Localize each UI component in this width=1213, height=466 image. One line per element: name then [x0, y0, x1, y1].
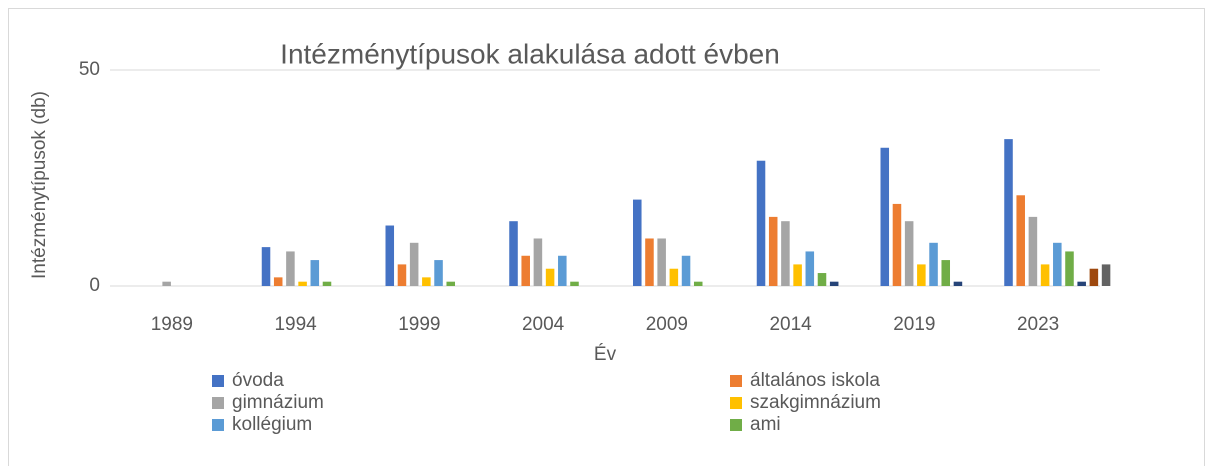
- bar: [570, 281, 579, 286]
- bar: [1089, 268, 1099, 286]
- bar: [693, 281, 703, 286]
- bar: [434, 260, 443, 286]
- x-tick-label: 2019: [893, 314, 935, 335]
- bar: [781, 221, 790, 286]
- bar: [397, 264, 407, 286]
- bar: [310, 260, 320, 286]
- bar: [917, 264, 926, 286]
- bar: [322, 281, 332, 286]
- bar: [1040, 264, 1050, 286]
- x-tick-label: 2023: [1017, 314, 1059, 335]
- y-tick-label: 50: [79, 59, 100, 80]
- legend-swatch: [730, 419, 742, 431]
- bar: [929, 242, 938, 286]
- x-tick-label: 1994: [274, 314, 317, 335]
- bar: [1016, 195, 1025, 286]
- bar: [409, 242, 419, 286]
- x-tick-label: 2004: [522, 314, 565, 335]
- bar: [793, 264, 802, 286]
- x-tick-label: 2009: [646, 314, 688, 335]
- bar: [657, 238, 666, 286]
- legend-label: kollégium: [232, 414, 312, 435]
- bar: [892, 203, 902, 286]
- legend-swatch: [212, 397, 224, 409]
- bar: [286, 251, 295, 286]
- bar: [1028, 216, 1038, 286]
- legend-swatch: [212, 375, 224, 387]
- legend-label: általános iskola: [750, 370, 880, 391]
- bar: [446, 281, 456, 286]
- x-axis-title: Év: [594, 344, 617, 365]
- bar: [1065, 251, 1074, 286]
- y-axis-title: Intézménytípusok (db): [29, 91, 50, 279]
- bar: [817, 273, 827, 286]
- legend-swatch: [730, 397, 742, 409]
- bar: [633, 199, 642, 286]
- bar: [768, 216, 778, 286]
- legend-label: óvoda: [232, 370, 284, 391]
- bar: [941, 260, 951, 286]
- legend-swatch: [730, 375, 742, 387]
- legend-swatch: [212, 419, 224, 431]
- bar: [558, 255, 567, 286]
- legend-label: szakgimnázium: [750, 392, 881, 413]
- legend-label: ami: [750, 414, 781, 435]
- bar: [669, 268, 679, 286]
- x-tick-label: 1999: [398, 314, 440, 335]
- bar: [1077, 281, 1086, 286]
- bar: [422, 277, 431, 286]
- bar: [1004, 139, 1013, 286]
- bar: [385, 225, 395, 286]
- bar: [1101, 264, 1111, 286]
- bar: [829, 281, 839, 286]
- bar: [273, 277, 283, 286]
- x-tick-label: 2014: [769, 314, 812, 335]
- legend-label: gimnázium: [232, 392, 324, 413]
- bar: [904, 221, 914, 286]
- bar: [756, 160, 766, 286]
- y-tick-label: 0: [89, 275, 100, 296]
- bar: [681, 255, 691, 286]
- bar: [521, 255, 530, 286]
- bar: [880, 147, 890, 286]
- bar: [298, 281, 307, 286]
- bar: [953, 281, 963, 286]
- chart-title: Intézménytípusok alakulása adott évben: [280, 38, 780, 69]
- bar: [509, 221, 518, 286]
- bar: [645, 238, 654, 286]
- x-tick-label: 1989: [151, 314, 193, 335]
- bar: [1053, 242, 1062, 286]
- chart-border: [8, 8, 1205, 466]
- bar: [533, 238, 543, 286]
- bar: [162, 281, 171, 286]
- bar: [261, 247, 271, 286]
- bar: [805, 251, 815, 286]
- bar: [545, 268, 555, 286]
